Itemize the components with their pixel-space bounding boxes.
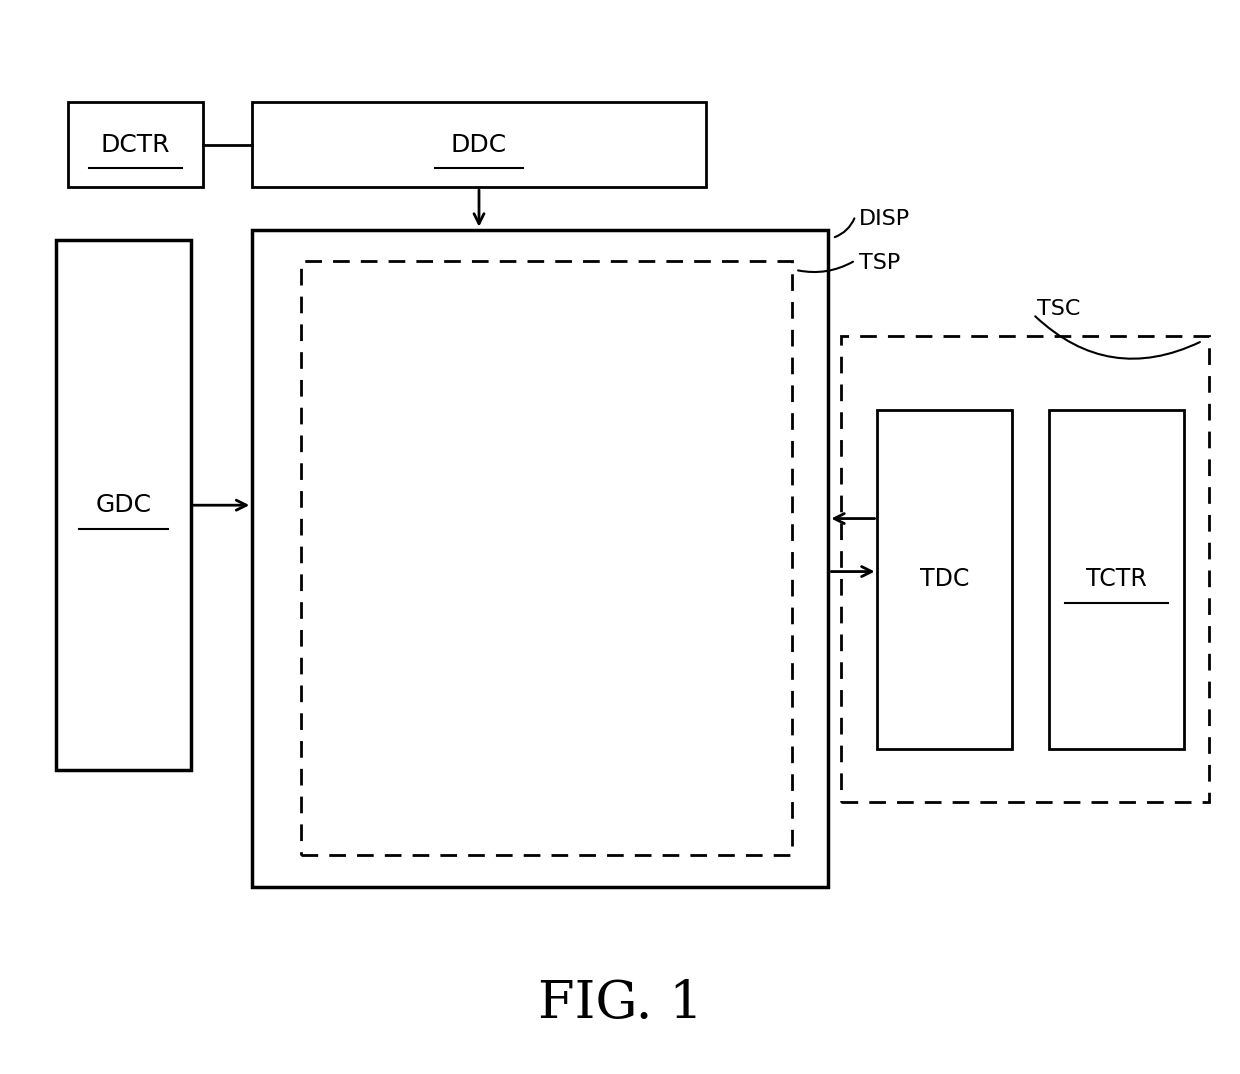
Bar (56, 241, 191, 770)
Bar (68, 102, 203, 187)
Bar (252, 102, 706, 187)
Text: TDC: TDC (920, 567, 970, 592)
Text: DCTR: DCTR (100, 133, 170, 157)
Text: TCTR: TCTR (1086, 567, 1147, 592)
Text: DDC: DDC (451, 133, 507, 157)
Bar (252, 230, 828, 887)
Text: TSC: TSC (1037, 299, 1080, 319)
Text: TSP: TSP (859, 253, 900, 274)
Text: GDC: GDC (95, 493, 151, 518)
Text: FIG. 1: FIG. 1 (538, 978, 702, 1029)
Bar (878, 410, 1012, 749)
Bar (1049, 410, 1184, 749)
Text: DISP: DISP (859, 209, 910, 229)
Bar (301, 261, 791, 855)
Bar (841, 335, 1209, 802)
